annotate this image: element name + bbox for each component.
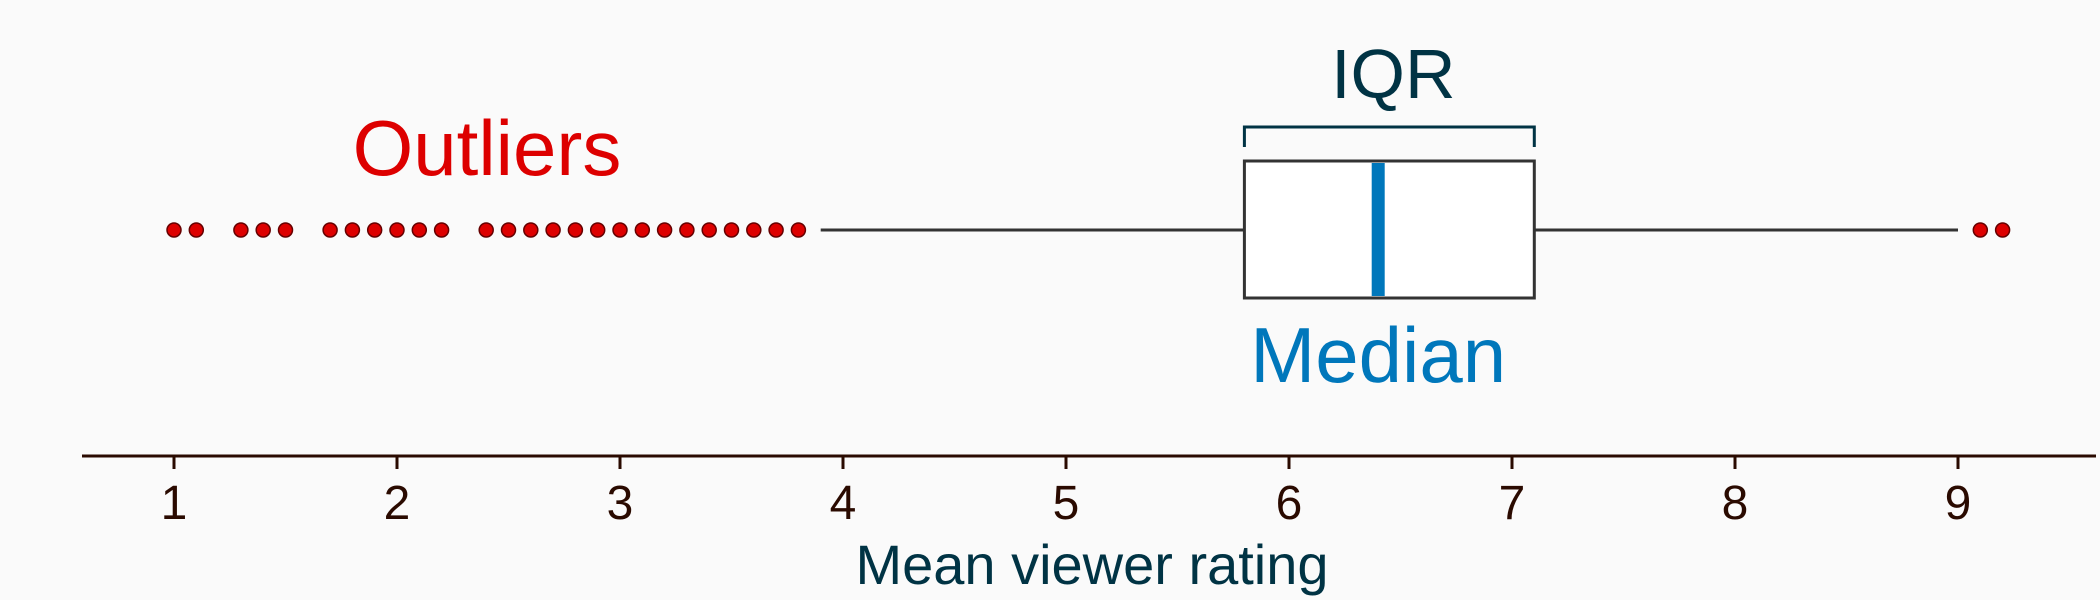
outlier-point xyxy=(746,222,762,238)
median-annotation: Median xyxy=(1250,311,1506,399)
outlier-point xyxy=(500,222,517,238)
x-tick-label: 3 xyxy=(607,477,634,530)
outlier-point xyxy=(344,222,361,238)
outlier-point xyxy=(768,222,784,238)
x-tick-label: 6 xyxy=(1276,477,1303,530)
outlier-point xyxy=(322,222,338,238)
iqr-box xyxy=(1242,159,1536,300)
iqr-bracket xyxy=(1242,125,1536,147)
x-tick-label: 9 xyxy=(1945,477,1972,530)
iqr-annotation: IQR xyxy=(1331,35,1455,113)
x-tick-label: 5 xyxy=(1053,477,1080,530)
plot-area xyxy=(166,125,2011,300)
x-axis: 1 2 3 4 5 6 7 8 9 xyxy=(82,454,2096,530)
outlier-point xyxy=(523,222,539,238)
outlier-point xyxy=(166,222,182,238)
outlier-point xyxy=(433,222,450,238)
outlier-point xyxy=(1972,222,1989,238)
x-tick-label: 8 xyxy=(1722,477,1749,530)
outlier-point xyxy=(567,222,584,238)
outlier-point xyxy=(1994,222,2011,238)
outlier-point xyxy=(411,222,428,238)
outlier-point xyxy=(366,222,383,238)
outlier-point xyxy=(255,222,271,238)
outlier-point xyxy=(233,222,249,238)
outlier-point xyxy=(679,222,695,238)
outlier-point xyxy=(612,222,628,238)
outlier-point xyxy=(634,222,651,238)
outlier-point xyxy=(188,222,205,238)
outlier-point xyxy=(478,222,494,238)
outlier-point xyxy=(790,222,807,238)
outlier-point xyxy=(656,222,673,238)
outlier-point xyxy=(545,222,561,238)
x-tick-label: 1 xyxy=(161,477,188,530)
outlier-point xyxy=(589,222,606,238)
outlier-point xyxy=(389,222,405,238)
outlier-point xyxy=(701,222,717,238)
x-axis-label: Mean viewer rating xyxy=(855,533,1328,596)
x-tick-label: 2 xyxy=(384,477,411,530)
x-tick-label: 4 xyxy=(830,477,857,530)
outlier-point xyxy=(723,222,740,238)
outlier-point xyxy=(277,222,294,238)
x-tick-label: 7 xyxy=(1499,477,1526,530)
outliers-annotation: Outliers xyxy=(353,104,622,192)
